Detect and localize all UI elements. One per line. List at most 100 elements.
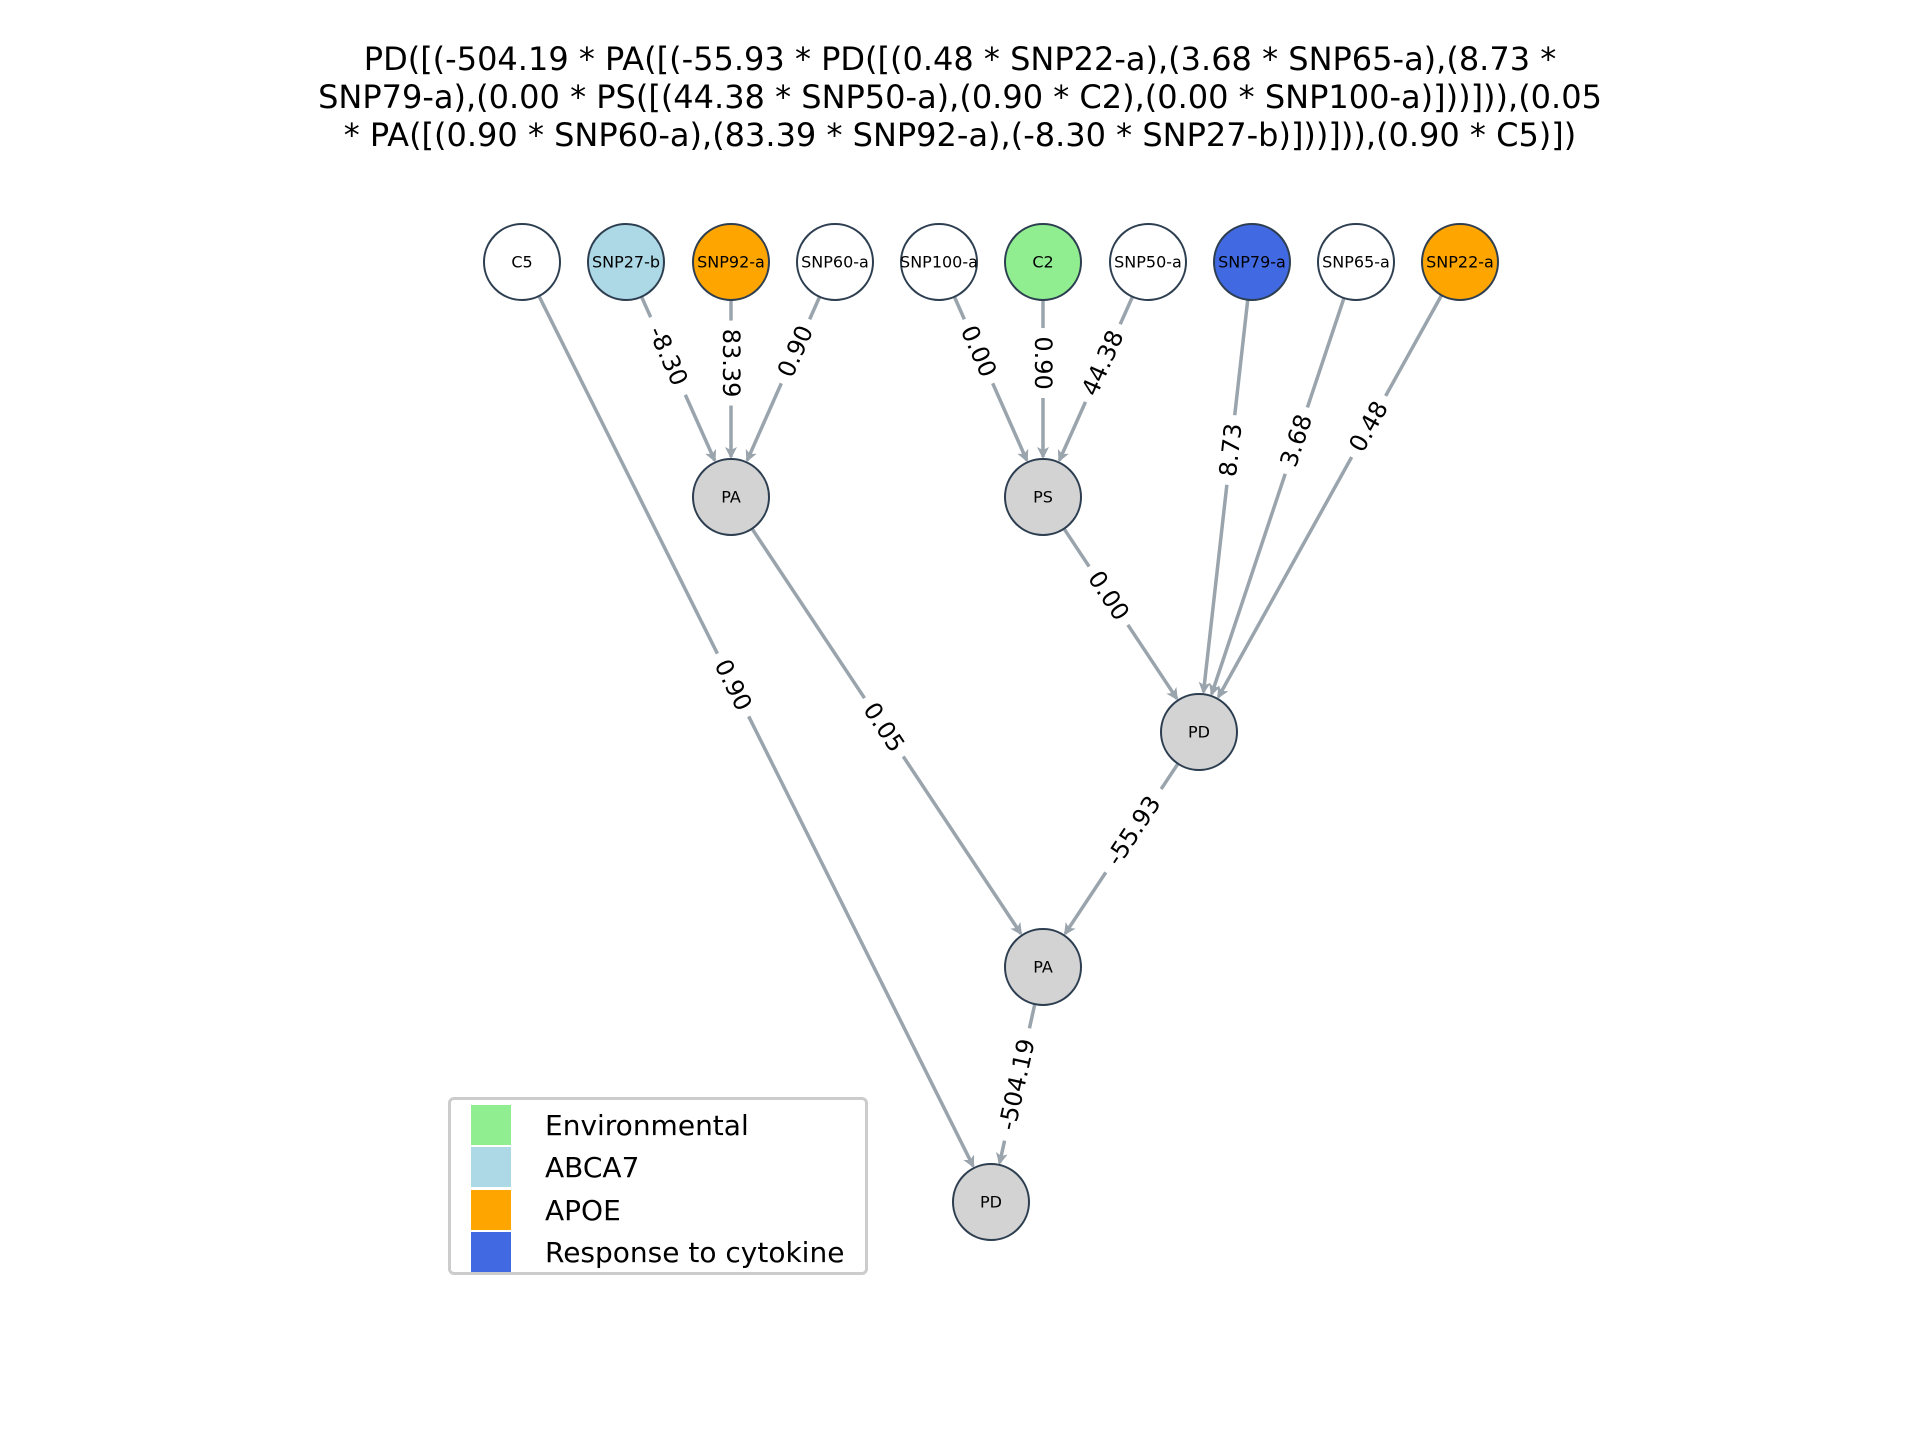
edge-snp100-a-to-ps-weight-label: 0.00: [951, 313, 1006, 389]
node-snp92-a: SNP92-a: [692, 223, 770, 301]
title-line-1: PD([(-504.19 * PA([(-55.93 * PD([(0.48 *…: [363, 40, 1557, 78]
node-label: SNP100-a: [900, 253, 978, 272]
edge-pa1-to-pa2-weight-label: 0.05: [852, 690, 915, 765]
legend-label-response-to-cytokine: Response to cytokine: [545, 1235, 845, 1269]
weight-label-background: [852, 690, 915, 765]
node-circle: [1317, 223, 1395, 301]
edge-snp65-a-to-pd1-weight-label: 3.68: [1271, 402, 1321, 479]
node-circle: [692, 223, 770, 301]
legend-label-environmental: Environmental: [545, 1108, 749, 1142]
node-circle: [1109, 223, 1187, 301]
node-label: C5: [511, 253, 532, 272]
edge-snp22-a-to-pd1-weight-label: 0.48: [1339, 389, 1398, 464]
weight-label-text: 83.39: [717, 329, 745, 398]
node-snp27-b: SNP27-b: [587, 223, 665, 301]
weight-label-background: [990, 1025, 1044, 1144]
node-snp50-a: SNP50-a: [1109, 223, 1187, 301]
weight-label-background: [1212, 413, 1249, 487]
node-label: PA: [1033, 958, 1053, 977]
node-label: SNP22-a: [1426, 253, 1494, 272]
legend-item-environmental: Environmental: [471, 1105, 749, 1145]
node-pa2: PA: [1004, 928, 1082, 1006]
node-pa1: PA: [692, 458, 770, 536]
edge-ps-to-pd1-weight-label: 0.00: [1077, 558, 1140, 633]
weight-label-background: [1029, 328, 1057, 399]
weight-label-background: [1077, 558, 1140, 633]
weight-label-background: [1339, 389, 1398, 464]
edge-c2-to-ps-weight-label: 0.90: [1029, 328, 1057, 399]
node-label: SNP92-a: [697, 253, 765, 272]
legend-swatch-abca7: [471, 1147, 511, 1187]
node-circle: [587, 223, 665, 301]
legend: Environmental ABCA7 APOE Response to cyt…: [448, 1097, 868, 1275]
node-circle: [483, 223, 561, 301]
node-circle: [1421, 223, 1499, 301]
edge-snp22-a-to-pd1: [1216, 294, 1444, 699]
weight-label-background: [1094, 781, 1173, 881]
node-pd1: PD: [1160, 693, 1238, 771]
node-label: PA: [721, 488, 741, 507]
diagram-title: PD([(-504.19 * PA([(-55.93 * PD([(0.48 *…: [0, 40, 1920, 154]
weight-label-text: 0.90: [772, 321, 819, 381]
legend-item-abca7: ABCA7: [471, 1147, 639, 1187]
nodes-layer: C5 SNP27-b SNP92-a SNP60-a SNP100-a C2 SNP50-a…: [483, 223, 1499, 1241]
weight-label-text: 3.68: [1275, 411, 1318, 471]
node-circle: [692, 458, 770, 536]
node-c5: C5: [483, 223, 561, 301]
node-label: PS: [1033, 488, 1053, 507]
edge-snp79-a-to-pd1-weight-label: 8.73: [1212, 413, 1249, 487]
node-ps: PS: [1004, 458, 1082, 536]
legend-swatch-response-to-cytokine: [471, 1232, 511, 1272]
weight-label-text: 8.73: [1214, 422, 1248, 478]
weight-label-text: -8.30: [643, 322, 694, 390]
weight-label-background: [768, 313, 823, 389]
node-circle: [1160, 693, 1238, 771]
node-label: SNP65-a: [1322, 253, 1390, 272]
weight-label-text: 44.38: [1076, 326, 1130, 400]
edge-pd1-to-pa2-weight-label: -55.93: [1094, 781, 1173, 881]
weight-label-text: 0.00: [955, 321, 1002, 381]
legend-item-apoe: APOE: [471, 1190, 621, 1230]
weight-label-background: [951, 313, 1006, 389]
node-label: PD: [1188, 723, 1210, 742]
node-label: PD: [980, 1193, 1002, 1212]
node-c2: C2: [1004, 223, 1082, 301]
weight-label-background: [704, 647, 762, 723]
edge-snp65-a-to-pd1: [1209, 297, 1346, 696]
node-label: SNP27-b: [592, 253, 660, 272]
edges-layer: -8.30 83.39 0.90 0.00 0.90 44.38 8.73 3.68 0.48 0…: [537, 294, 1444, 1168]
node-label: SNP79-a: [1218, 253, 1286, 272]
weight-label-text: 0.90: [1029, 336, 1057, 389]
weight-label-text: 0.90: [709, 655, 758, 715]
node-snp60-a: SNP60-a: [796, 223, 874, 301]
weight-label-background: [717, 320, 745, 406]
node-snp22-a: SNP22-a: [1421, 223, 1499, 301]
node-label: C2: [1032, 253, 1053, 272]
weight-label-text: -504.19: [993, 1036, 1040, 1133]
node-snp100-a: SNP100-a: [900, 223, 978, 301]
node-circle: [1004, 223, 1082, 301]
edge-pa2-to-pd2-weight-label: -504.19: [990, 1025, 1044, 1144]
node-circle: [1004, 928, 1082, 1006]
node-circle: [900, 223, 978, 301]
edge-c5-to-pd2: [537, 295, 975, 1168]
legend-label-abca7: ABCA7: [545, 1150, 640, 1184]
legend-label-apoe: APOE: [545, 1193, 621, 1227]
weight-label-background: [1271, 402, 1321, 479]
legend-swatch-apoe: [471, 1190, 511, 1230]
edge-snp79-a-to-pd1: [1198, 299, 1250, 695]
node-circle: [796, 223, 874, 301]
node-label: SNP60-a: [801, 253, 869, 272]
node-label: SNP50-a: [1114, 253, 1182, 272]
edge-snp60-a-to-pa1-weight-label: 0.90: [768, 313, 823, 389]
weight-label-background: [637, 311, 699, 401]
node-snp65-a: SNP65-a: [1317, 223, 1395, 301]
title-line-2: SNP79-a),(0.00 * PS([(44.38 * SNP50-a),(…: [318, 78, 1602, 116]
edge-snp92-a-to-pa1-weight-label: 83.39: [717, 320, 745, 406]
weight-label-background: [1072, 318, 1133, 408]
edge-snp50-a-to-ps-weight-label: 44.38: [1072, 318, 1133, 408]
node-circle: [1004, 458, 1082, 536]
legend-swatch-environmental: [471, 1105, 511, 1145]
edge-c5-to-pd2-weight-label: 0.90: [704, 647, 762, 723]
